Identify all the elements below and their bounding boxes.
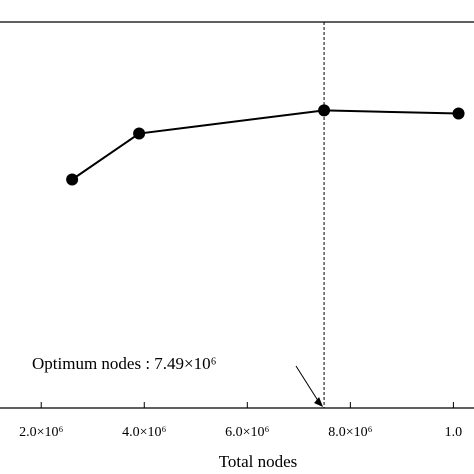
series-layer bbox=[66, 104, 465, 186]
x-tick-label: 1.0 bbox=[445, 425, 463, 440]
data-point bbox=[133, 127, 146, 140]
optimum-arrow-shaft bbox=[295, 365, 321, 405]
data-point bbox=[318, 104, 331, 117]
optimum-annotation: Optimum nodes : 7.49×10⁶ bbox=[32, 354, 217, 373]
optimum-arrow-head bbox=[314, 397, 324, 407]
series-line bbox=[71, 109, 459, 181]
x-axis-ticks: 2.0×10⁶ 4.0×10⁶ 6.0×10⁶ 8.0×10⁶ 1.0 bbox=[19, 402, 462, 440]
data-point bbox=[66, 173, 79, 186]
x-tick-label: 6.0×10⁶ bbox=[225, 425, 269, 440]
x-tick-label: 2.0×10⁶ bbox=[19, 425, 63, 440]
data-point bbox=[452, 107, 465, 120]
plot-frame bbox=[0, 21, 474, 409]
optimum-marker: Optimum nodes : 7.49×10⁶ bbox=[32, 22, 325, 408]
x-tick-label: 8.0×10⁶ bbox=[328, 425, 372, 440]
x-tick-label: 4.0×10⁶ bbox=[122, 425, 166, 440]
x-axis-title: Total nodes bbox=[219, 452, 298, 471]
